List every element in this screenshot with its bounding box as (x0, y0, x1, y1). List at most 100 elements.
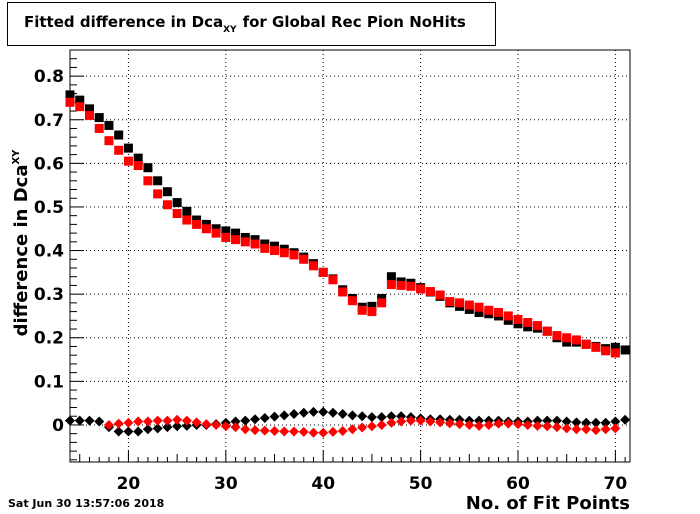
data-point-diamond (181, 415, 192, 426)
data-point-square (338, 287, 348, 297)
data-point-diamond (308, 427, 319, 438)
data-point-square (231, 228, 241, 238)
data-point-diamond (289, 409, 299, 420)
data-point-diamond (318, 427, 329, 438)
data-point-diamond (415, 415, 426, 426)
y-axis-title-subscript: XY (11, 149, 22, 165)
data-point-diamond (366, 421, 377, 432)
data-point-square (308, 261, 318, 271)
data-point-diamond (474, 415, 485, 426)
data-point-diamond (610, 423, 621, 434)
data-point-square (503, 311, 513, 321)
data-point-diamond (532, 420, 543, 431)
data-point-square (75, 95, 85, 105)
data-point-diamond (162, 415, 173, 426)
data-point-diamond (142, 416, 153, 427)
y-tick-label: 0.5 (34, 198, 64, 218)
data-point-square (445, 297, 455, 307)
data-point-square (620, 345, 630, 355)
data-point-diamond (386, 411, 397, 422)
title-box: Fitted difference in DcaXY for Global Rec… (7, 2, 496, 46)
data-point-square (357, 305, 367, 315)
data-point-square (84, 104, 94, 114)
data-point-diamond (337, 409, 348, 420)
data-point-diamond (474, 420, 485, 431)
data-point-diamond (259, 425, 270, 436)
data-point-square (406, 281, 416, 291)
data-point-square (153, 176, 163, 186)
data-point-square (513, 314, 523, 324)
data-point-diamond (269, 411, 280, 422)
x-tick-label: 30 (214, 474, 238, 494)
data-point-square (347, 296, 357, 306)
data-point-square (455, 298, 465, 308)
y-tick-label: 0.3 (34, 285, 64, 305)
data-point-diamond (123, 426, 134, 437)
chart-title-main: Fitted difference in Dca (24, 13, 224, 31)
data-point-diamond (103, 419, 114, 430)
data-point-diamond (250, 414, 261, 425)
data-point-diamond (250, 425, 261, 436)
data-point-square (65, 90, 75, 100)
y-tick-label: 0.8 (34, 67, 64, 87)
data-point-diamond (84, 415, 95, 426)
data-point-square (279, 248, 289, 258)
data-point-square (84, 110, 94, 120)
data-point-diamond (289, 426, 299, 437)
data-point-diamond (201, 419, 212, 430)
data-point-diamond (74, 415, 85, 426)
x-tick-label: 20 (117, 474, 141, 494)
data-point-square (542, 326, 552, 336)
data-point-square (494, 307, 504, 317)
data-point-diamond (571, 417, 582, 428)
data-point-diamond (162, 422, 173, 433)
data-point-square (464, 300, 474, 310)
data-point-diamond (191, 417, 202, 428)
data-point-square (153, 189, 163, 199)
data-point-square (610, 342, 620, 352)
plot-frame (69, 49, 631, 463)
data-point-diamond (308, 406, 319, 417)
data-point-square (250, 239, 260, 249)
timestamp: Sat Jun 30 13:57:06 2018 (8, 497, 165, 510)
data-point-diamond (220, 421, 231, 432)
data-point-square (172, 208, 182, 218)
data-point-diamond (600, 424, 611, 435)
data-point-square (162, 200, 172, 210)
data-point-diamond (152, 415, 163, 426)
y-axis-title-main: difference in Dca (11, 165, 32, 337)
data-point-diamond (259, 412, 270, 423)
data-point-diamond (600, 417, 611, 428)
data-point-square (367, 301, 377, 311)
data-point-diamond (113, 426, 124, 437)
data-point-diamond (94, 416, 105, 427)
data-point-square (114, 145, 124, 155)
data-point-diamond (279, 410, 290, 421)
data-point-square (610, 348, 620, 358)
data-point-diamond (113, 418, 124, 429)
data-point-diamond (493, 418, 504, 429)
y-tick-label: 0.6 (34, 154, 64, 174)
data-point-diamond (581, 424, 592, 435)
data-point-diamond (152, 423, 163, 434)
data-point-square (484, 305, 494, 315)
data-point-diamond (357, 411, 368, 422)
y-tick-label: 0.2 (34, 329, 64, 349)
data-point-square (260, 243, 270, 253)
y-axis-title: difference in DcaXY (11, 149, 32, 337)
axis-ticks (69, 49, 626, 462)
data-point-diamond (347, 410, 358, 421)
data-point-diamond (172, 421, 183, 432)
y-tick-label: 0.7 (34, 111, 64, 131)
data-point-square (104, 120, 114, 130)
data-point-square (435, 290, 445, 300)
data-point-square (172, 198, 182, 208)
data-point-diamond (376, 419, 387, 430)
data-point-diamond (172, 414, 183, 425)
data-point-diamond (542, 421, 553, 432)
x-tick-labels: 20 30 40 50 60 70 (117, 474, 628, 494)
data-point-diamond (396, 416, 407, 427)
data-point-square (221, 232, 231, 242)
data-point-square (474, 307, 484, 317)
x-tick-label: 60 (506, 474, 530, 494)
